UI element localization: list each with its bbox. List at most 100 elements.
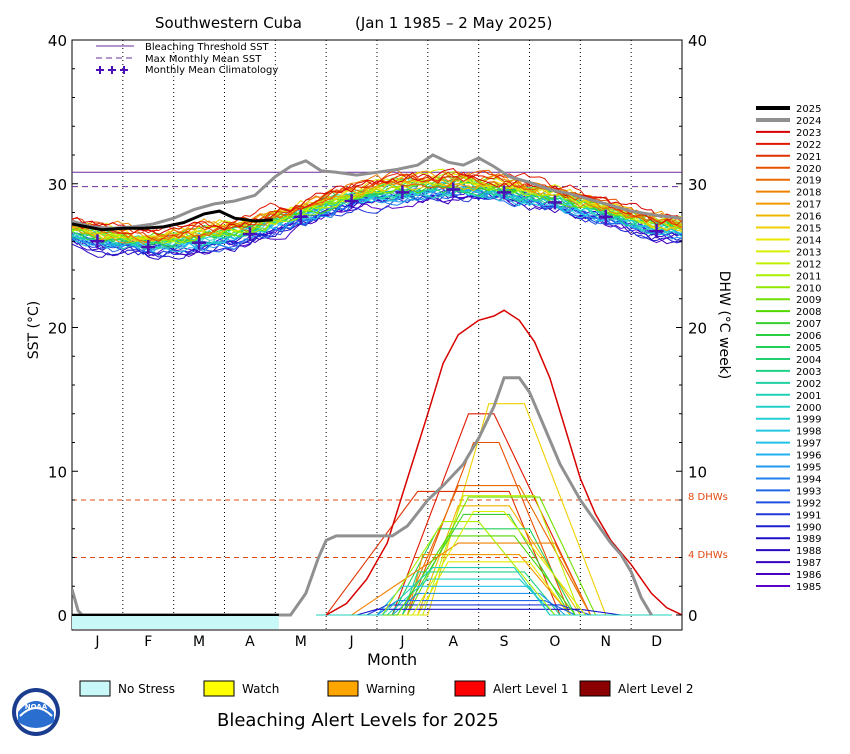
year-legend-label: 2001 [796, 391, 821, 402]
alert-legend-label: Watch [242, 682, 279, 696]
alert-bar-2025 [72, 616, 279, 629]
year-legend-label: 2013 [796, 247, 821, 258]
year-legend-label: 1997 [796, 439, 821, 450]
year-legend-label: 1989 [796, 534, 821, 545]
climatology-marker [547, 195, 562, 210]
year-legend-label: 2022 [796, 140, 821, 151]
y-tick-label-right: 20 [688, 320, 707, 338]
x-tick-label: S [500, 634, 509, 650]
year-legend-label: 1991 [796, 510, 821, 521]
highlight-series-lines [72, 153, 682, 617]
year-legend-label: 1990 [796, 522, 821, 533]
legend-threshold-label: Bleaching Threshold SST [145, 42, 270, 53]
y-tick-label-left: 30 [48, 176, 67, 194]
alert-legend-swatch [203, 680, 235, 697]
year-legend-label: 2018 [796, 188, 821, 199]
year-legend-label: 2009 [796, 295, 821, 306]
y-tick-label-right: 10 [688, 463, 707, 481]
year-legend-label: 2020 [796, 164, 821, 175]
x-tick-label: O [549, 634, 560, 650]
year-legend-label: 2015 [796, 224, 821, 235]
dhw-line-2001 [316, 567, 672, 616]
year-legend-label: 1987 [796, 558, 821, 569]
year-legend-label: 2002 [796, 379, 821, 390]
historical-sst-lines [72, 167, 682, 260]
climatology-marker [395, 185, 410, 200]
alert-legend-label: Warning [366, 682, 415, 696]
x-tick-label: A [448, 634, 458, 650]
sst-line-2016 [72, 178, 682, 241]
alert-legend-label: No Stress [118, 682, 175, 696]
year-legend-label: 1993 [796, 486, 821, 497]
year-legend-label: 2005 [796, 343, 821, 354]
x-tick-label: J [399, 634, 404, 650]
sst-line-2018 [72, 170, 682, 240]
climatology-marker [293, 209, 308, 224]
year-legend-label: 1994 [796, 474, 821, 485]
alert-legend-swatch [454, 680, 486, 697]
climatology-marker [497, 185, 512, 200]
alert-legend-label: Alert Level 2 [618, 682, 694, 696]
year-legend-label: 2011 [796, 271, 821, 282]
year-legend-label: 1992 [796, 498, 821, 509]
year-legend-label: 2006 [796, 331, 821, 342]
dhw-line-2024 [72, 376, 653, 617]
alert-level-legend: No Stress Watch Warning Alert Level 1 Alert … [79, 680, 694, 697]
chart-title-region: Southwestern Cuba [155, 14, 302, 32]
year-legend-label: 2007 [796, 319, 821, 330]
alert-legend-label: Alert Level 1 [493, 682, 569, 696]
y-tick-label-right: 0 [688, 607, 698, 625]
x-tick-label: J [94, 634, 99, 650]
y-axis-left-label: SST (°C) [26, 301, 42, 359]
year-legend-label: 1988 [796, 546, 821, 557]
climatology-marker [598, 209, 613, 224]
year-legend-label: 2025 [796, 104, 821, 115]
year-legend-label: 2004 [796, 355, 821, 366]
year-legend-label: 1985 [796, 582, 821, 593]
footer-title: Bleaching Alert Levels for 2025 [217, 710, 499, 731]
monthly-mean-climatology-markers [90, 182, 664, 254]
alert-legend-swatch [579, 680, 611, 697]
x-tick-label: N [601, 634, 611, 650]
legend-climatology-swatch [96, 66, 128, 74]
climatology-marker [649, 224, 664, 239]
sst-line-1993 [72, 188, 682, 253]
sst-line-2025 [72, 209, 273, 232]
year-legend-label: 2003 [796, 367, 821, 378]
alert-bar-segment [72, 616, 279, 629]
y-tick-label-right: 30 [688, 176, 707, 194]
climatology-marker [90, 234, 105, 249]
historical-dhw-lines [316, 403, 672, 616]
x-tick-label: F [144, 634, 152, 650]
year-legend-label: 2000 [796, 403, 821, 414]
y-axis-right: 0 10 20 30 40 [676, 32, 707, 625]
year-legend-label: 2023 [796, 128, 821, 139]
noaa-logo: NOAA [12, 688, 60, 736]
alert-legend-swatch [327, 680, 359, 697]
year-legend-label: 2014 [796, 235, 821, 246]
y-tick-label-left: 20 [48, 320, 67, 338]
x-tick-label: M [295, 634, 307, 650]
year-legend-label: 1998 [796, 427, 821, 438]
year-legend-label: 2008 [796, 307, 821, 318]
x-axis-label: Month [367, 650, 417, 669]
sst-line-2014 [72, 174, 682, 241]
year-legend-label: 1996 [796, 451, 821, 462]
y-axis-left: 0 10 20 30 40 [48, 32, 78, 625]
plot-area [71, 39, 683, 631]
year-legend-label: 2021 [796, 152, 821, 163]
x-tick-label: J [349, 634, 354, 650]
climatology-marker [242, 227, 257, 242]
year-legend-label: 2010 [796, 283, 821, 294]
y-tick-label-left: 0 [57, 607, 67, 625]
year-legend-label: 2016 [796, 212, 821, 223]
top-legend: Bleaching Threshold SST Max Monthly Mean… [96, 42, 278, 76]
alert-legend-swatch [79, 680, 111, 697]
year-legend-label: 2012 [796, 259, 821, 270]
y-tick-label-left: 40 [48, 32, 67, 50]
legend-mmm-label: Max Monthly Mean SST [145, 54, 262, 65]
sst-line-2024 [72, 153, 682, 230]
y-axis-right-label: DHW (°C week) [716, 271, 732, 380]
